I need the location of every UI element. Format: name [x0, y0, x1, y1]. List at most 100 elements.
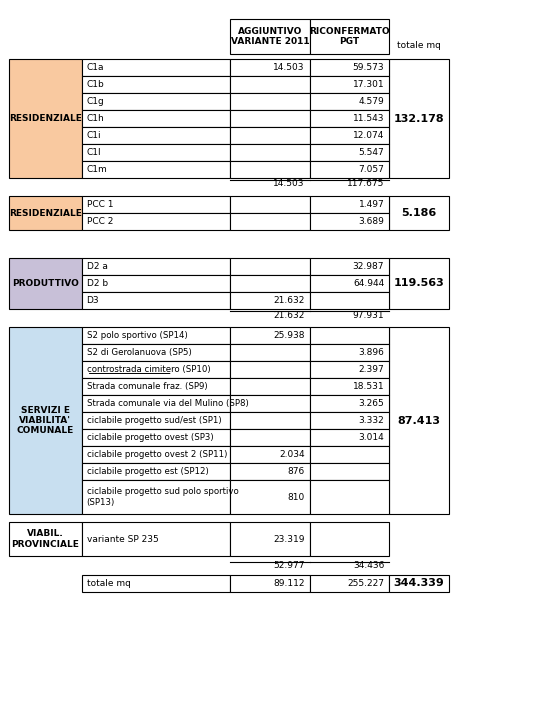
- Text: Strada comunale fraz. (SP9): Strada comunale fraz. (SP9): [87, 382, 207, 391]
- Bar: [310, 161, 389, 178]
- Bar: [9, 258, 82, 309]
- Bar: [230, 446, 310, 463]
- Text: 23.319: 23.319: [273, 535, 305, 544]
- Bar: [9, 196, 82, 230]
- Bar: [82, 161, 230, 178]
- Text: 5.186: 5.186: [401, 208, 436, 218]
- Bar: [310, 93, 389, 110]
- Bar: [310, 463, 389, 480]
- Bar: [310, 446, 389, 463]
- Bar: [82, 144, 230, 161]
- Text: C1g: C1g: [87, 97, 104, 106]
- Text: C1h: C1h: [87, 114, 104, 123]
- Bar: [9, 522, 82, 556]
- Bar: [389, 327, 449, 514]
- Bar: [82, 522, 230, 556]
- Bar: [310, 127, 389, 144]
- Text: ciclabile progetto sud/est (SP1): ciclabile progetto sud/est (SP1): [87, 416, 221, 425]
- Text: 14.503: 14.503: [273, 63, 305, 72]
- Bar: [230, 327, 310, 344]
- Bar: [310, 395, 389, 412]
- Bar: [310, 213, 389, 230]
- Text: 810: 810: [288, 493, 305, 501]
- Bar: [310, 575, 389, 592]
- Bar: [82, 110, 230, 127]
- Bar: [82, 196, 230, 213]
- Bar: [230, 110, 310, 127]
- Bar: [9, 59, 82, 178]
- Text: AGGIUNTIVO
VARIANTE 2011: AGGIUNTIVO VARIANTE 2011: [231, 27, 309, 46]
- Bar: [230, 19, 310, 54]
- Bar: [310, 258, 389, 275]
- Bar: [310, 76, 389, 93]
- Text: C1l: C1l: [87, 148, 101, 157]
- Text: 87.413: 87.413: [398, 415, 441, 425]
- Bar: [82, 93, 230, 110]
- Bar: [389, 575, 449, 592]
- Bar: [82, 575, 230, 592]
- Text: 25.938: 25.938: [273, 331, 305, 340]
- Text: totale mq: totale mq: [87, 579, 131, 588]
- Bar: [310, 110, 389, 127]
- Bar: [230, 93, 310, 110]
- Bar: [82, 378, 230, 395]
- Text: 32.987: 32.987: [353, 262, 384, 271]
- Bar: [230, 480, 310, 514]
- Bar: [230, 127, 310, 144]
- Text: 89.112: 89.112: [273, 579, 305, 588]
- Bar: [82, 275, 230, 292]
- Text: controstrada cimitero (SP10): controstrada cimitero (SP10): [87, 365, 210, 374]
- Bar: [310, 344, 389, 361]
- Text: 21.632: 21.632: [273, 311, 305, 320]
- Text: C1m: C1m: [87, 165, 108, 174]
- Text: variante SP 235: variante SP 235: [87, 535, 158, 544]
- Text: 18.531: 18.531: [352, 382, 384, 391]
- Text: 7.057: 7.057: [358, 165, 384, 174]
- Bar: [230, 144, 310, 161]
- Text: Strada comunale via del Mulino (SP8): Strada comunale via del Mulino (SP8): [87, 399, 249, 408]
- Bar: [310, 522, 389, 556]
- Text: RESIDENZIALE: RESIDENZIALE: [9, 208, 82, 218]
- Bar: [230, 76, 310, 93]
- Bar: [310, 361, 389, 378]
- Text: 2.034: 2.034: [279, 450, 305, 459]
- Text: S2 polo sportivo (SP14): S2 polo sportivo (SP14): [87, 331, 187, 340]
- Bar: [310, 378, 389, 395]
- Text: D3: D3: [87, 296, 99, 305]
- Bar: [82, 76, 230, 93]
- Bar: [389, 196, 449, 230]
- Text: 12.074: 12.074: [353, 131, 384, 140]
- Bar: [310, 292, 389, 309]
- Bar: [230, 463, 310, 480]
- Text: 117.675: 117.675: [347, 179, 384, 189]
- Bar: [230, 522, 310, 556]
- Text: 17.301: 17.301: [352, 80, 384, 89]
- Text: ciclabile progetto ovest 2 (SP11): ciclabile progetto ovest 2 (SP11): [87, 450, 227, 459]
- Text: SERVIZI E
VIABILITA'
COMUNALE: SERVIZI E VIABILITA' COMUNALE: [17, 406, 74, 435]
- Bar: [82, 480, 230, 514]
- Bar: [82, 327, 230, 344]
- Text: PCC 2: PCC 2: [87, 217, 113, 226]
- Bar: [230, 292, 310, 309]
- Text: 64.944: 64.944: [353, 279, 384, 288]
- Bar: [82, 127, 230, 144]
- Bar: [310, 144, 389, 161]
- Bar: [310, 19, 389, 54]
- Bar: [230, 196, 310, 213]
- Bar: [389, 59, 449, 178]
- Text: D2 a: D2 a: [87, 262, 108, 271]
- Text: 119.563: 119.563: [394, 279, 444, 289]
- Text: ciclabile progetto ovest (SP3): ciclabile progetto ovest (SP3): [87, 433, 213, 442]
- Bar: [310, 59, 389, 76]
- Bar: [310, 327, 389, 344]
- Text: 34.436: 34.436: [353, 562, 384, 571]
- Text: PRODUTTIVO: PRODUTTIVO: [12, 279, 79, 288]
- Text: 3.689: 3.689: [358, 217, 384, 226]
- Bar: [310, 275, 389, 292]
- Bar: [310, 480, 389, 514]
- Text: PCC 1: PCC 1: [87, 200, 113, 209]
- Bar: [230, 575, 310, 592]
- Text: ciclabile progetto est (SP12): ciclabile progetto est (SP12): [87, 467, 208, 476]
- Text: 59.573: 59.573: [352, 63, 384, 72]
- Bar: [82, 59, 230, 76]
